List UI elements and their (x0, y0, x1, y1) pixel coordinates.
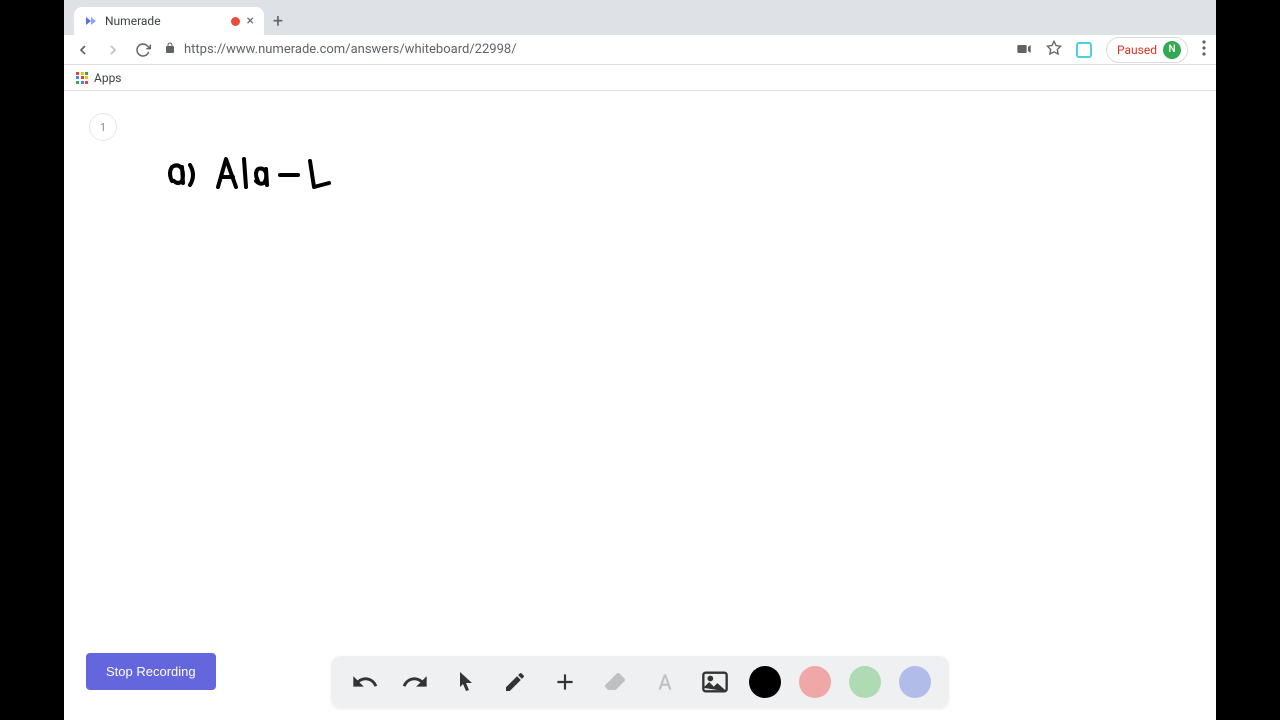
add-tool-button[interactable] (549, 666, 581, 698)
whiteboard-content: 1 Stop Recording (64, 91, 1216, 720)
back-button[interactable] (74, 41, 92, 59)
whiteboard-toolbar (331, 656, 949, 708)
new-tab-button[interactable]: + (264, 7, 292, 35)
menu-icon[interactable] (1202, 40, 1206, 60)
address-bar: https://www.numerade.com/answers/whitebo… (64, 35, 1216, 65)
camera-icon[interactable] (1016, 40, 1032, 59)
apps-grid-icon (76, 72, 88, 84)
avatar: N (1163, 41, 1181, 59)
tab-close-button[interactable]: × (247, 13, 254, 29)
eraser-tool-button[interactable] (599, 666, 631, 698)
tab-strip: Numerade × + (64, 0, 1216, 35)
color-black[interactable] (749, 666, 781, 698)
pointer-tool-button[interactable] (449, 666, 481, 698)
color-blue[interactable] (899, 666, 931, 698)
url-text: https://www.numerade.com/answers/whitebo… (184, 42, 517, 57)
browser-viewport: Numerade × + https://www.numerade.com/an… (64, 0, 1216, 720)
profile-paused-badge[interactable]: Paused N (1106, 37, 1188, 63)
tab-favicon (84, 14, 98, 28)
reload-button[interactable] (134, 41, 152, 59)
url-field[interactable]: https://www.numerade.com/answers/whitebo… (164, 42, 1004, 58)
bookmarks-bar: Apps (64, 65, 1216, 91)
tab-title: Numerade (105, 14, 224, 28)
paused-label: Paused (1117, 43, 1157, 57)
browser-tab[interactable]: Numerade × (74, 7, 264, 35)
extension-icon[interactable] (1076, 42, 1092, 58)
toolbar-right: Paused N (1016, 37, 1206, 63)
apps-label: Apps (94, 71, 122, 85)
page-number-badge[interactable]: 1 (89, 113, 117, 141)
forward-button[interactable] (104, 41, 122, 59)
color-red[interactable] (799, 666, 831, 698)
handwriting-canvas (164, 151, 364, 211)
text-tool-button[interactable] (649, 666, 681, 698)
image-tool-button[interactable] (699, 666, 731, 698)
apps-button[interactable]: Apps (76, 71, 122, 85)
lock-icon (164, 42, 176, 58)
pen-tool-button[interactable] (499, 666, 531, 698)
color-green[interactable] (849, 666, 881, 698)
stop-recording-button[interactable]: Stop Recording (86, 653, 216, 690)
undo-button[interactable] (349, 666, 381, 698)
star-icon[interactable] (1046, 40, 1062, 60)
recording-indicator-icon (231, 17, 240, 26)
redo-button[interactable] (399, 666, 431, 698)
